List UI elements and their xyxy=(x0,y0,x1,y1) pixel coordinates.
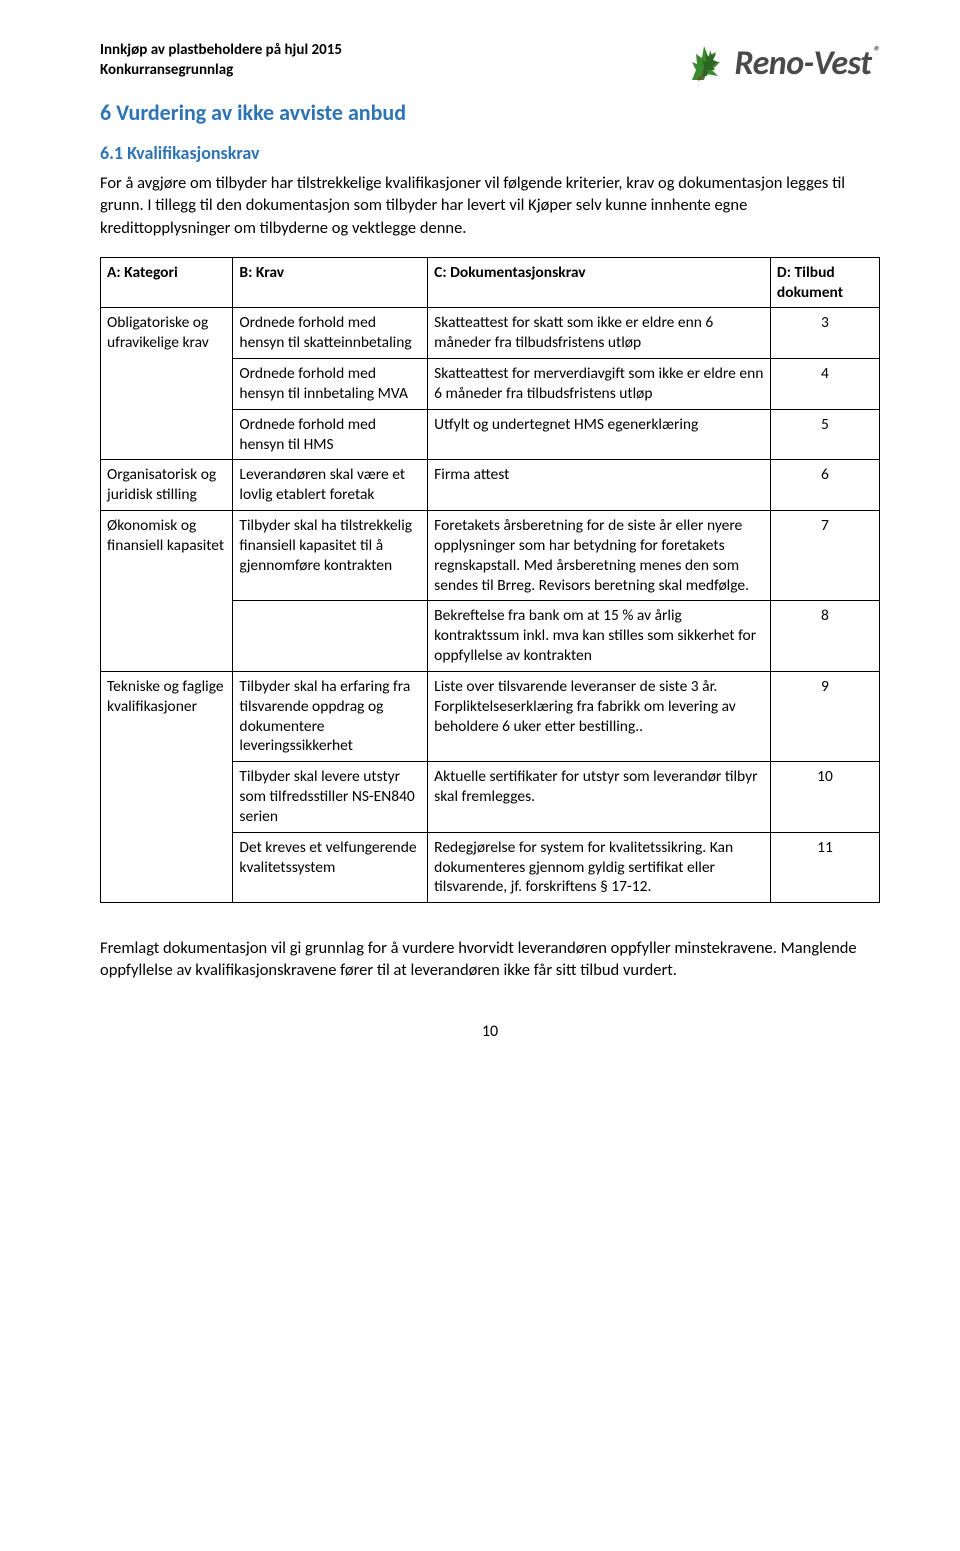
cell-docnum: 9 xyxy=(770,671,879,761)
cell-docnum: 6 xyxy=(770,460,879,511)
logo: Reno-Vest® xyxy=(682,40,880,87)
cell-dokkrav: Redegjørelse for system for kvalitetssik… xyxy=(428,832,771,902)
cell-krav: Ordnede forhold med hensyn til skatteinn… xyxy=(233,308,428,359)
logo-registered: ® xyxy=(873,43,880,60)
header-title-block: Innkjøp av plastbeholdere på hjul 2015 K… xyxy=(100,40,342,81)
col-header-c: C: Dokumentasjonskrav xyxy=(428,257,771,308)
cell-krav xyxy=(233,601,428,671)
cell-krav: Ordnede forhold med hensyn til innbetali… xyxy=(233,359,428,410)
table-row: Økonomisk og finansiell kapasitetTilbyde… xyxy=(101,511,880,601)
cell-dokkrav: Skatteattest for skatt som ikke er eldre… xyxy=(428,308,771,359)
logo-text: Reno-Vest® xyxy=(734,43,880,84)
cell-krav: Tilbyder skal levere utstyr som tilfreds… xyxy=(233,762,428,832)
cell-krav: Tilbyder skal ha tilstrekkelig finansiel… xyxy=(233,511,428,601)
heading-2: 6.1 Kvalifikasjonskrav xyxy=(100,142,880,164)
cell-docnum: 7 xyxy=(770,511,879,601)
page-number: 10 xyxy=(100,1022,880,1041)
cell-dokkrav: Liste over tilsvarende leveranser de sis… xyxy=(428,671,771,761)
cell-docnum: 8 xyxy=(770,601,879,671)
cell-dokkrav: Utfylt og undertegnet HMS egenerklæring xyxy=(428,409,771,460)
footer-paragraph: Fremlagt dokumentasjon vil gi grunnlag f… xyxy=(100,937,880,982)
cell-category: Obligatoriske og ufravikelige krav xyxy=(101,308,233,460)
col-header-a: A: Kategori xyxy=(101,257,233,308)
cell-docnum: 3 xyxy=(770,308,879,359)
cell-dokkrav: Bekreftelse fra bank om at 15 % av årlig… xyxy=(428,601,771,671)
cell-docnum: 11 xyxy=(770,832,879,902)
intro-paragraph: For å avgjøre om tilbyder har tilstrekke… xyxy=(100,172,880,239)
cell-docnum: 4 xyxy=(770,359,879,410)
col-header-b: B: Krav xyxy=(233,257,428,308)
cell-category: Økonomisk og finansiell kapasitet xyxy=(101,511,233,672)
heading-1: 6 Vurdering av ikke avviste anbud xyxy=(100,99,880,126)
col-header-d: D: Tilbud dokument xyxy=(770,257,879,308)
cell-krav: Leverandøren skal være et lovlig etabler… xyxy=(233,460,428,511)
cell-krav: Ordnede forhold med hensyn til HMS xyxy=(233,409,428,460)
document-page: Innkjøp av plastbeholdere på hjul 2015 K… xyxy=(0,0,960,1081)
table-header-row: A: Kategori B: Krav C: Dokumentasjonskra… xyxy=(101,257,880,308)
page-header: Innkjøp av plastbeholdere på hjul 2015 K… xyxy=(100,40,880,87)
cell-docnum: 5 xyxy=(770,409,879,460)
requirements-table: A: Kategori B: Krav C: Dokumentasjonskra… xyxy=(100,257,880,903)
cell-dokkrav: Skatteattest for merverdiavgift som ikke… xyxy=(428,359,771,410)
table-row: Tekniske og faglige kvalifikasjonerTilby… xyxy=(101,671,880,761)
cell-category: Organisatorisk og juridisk stilling xyxy=(101,460,233,511)
leaf-icon xyxy=(682,40,728,87)
table-row: Obligatoriske og ufravikelige kravOrdned… xyxy=(101,308,880,359)
cell-docnum: 10 xyxy=(770,762,879,832)
cell-dokkrav: Aktuelle sertifikater for utstyr som lev… xyxy=(428,762,771,832)
cell-category: Tekniske og faglige kvalifikasjoner xyxy=(101,671,233,902)
header-line2: Konkurransegrunnlag xyxy=(100,60,342,80)
header-line1: Innkjøp av plastbeholdere på hjul 2015 xyxy=(100,40,342,60)
cell-dokkrav: Foretakets årsberetning for de siste år … xyxy=(428,511,771,601)
cell-krav: Det kreves et velfungerende kvalitetssys… xyxy=(233,832,428,902)
table-row: Organisatorisk og juridisk stillingLever… xyxy=(101,460,880,511)
cell-dokkrav: Firma attest xyxy=(428,460,771,511)
cell-krav: Tilbyder skal ha erfaring fra tilsvarend… xyxy=(233,671,428,761)
